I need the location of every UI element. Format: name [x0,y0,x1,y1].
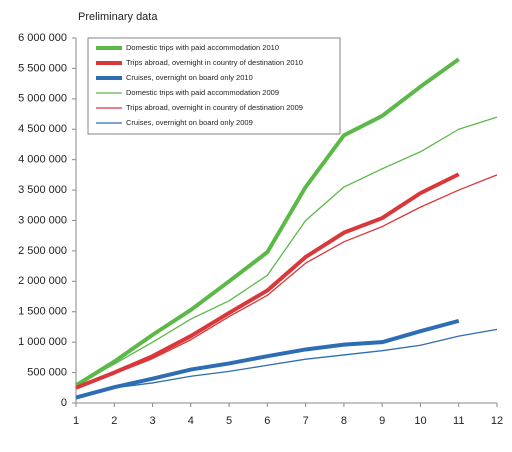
y-tick-label: 5 000 000 [18,93,67,105]
chart-title: Preliminary data [78,11,158,23]
y-tick-label: 0 [61,397,67,409]
x-tick-label: 1 [73,415,79,427]
series-line [75,174,498,389]
x-tick-label: 11 [453,415,464,427]
y-tick-label: 3 500 000 [18,184,67,196]
series-line [75,116,498,386]
y-tick-label: 4 500 000 [18,123,67,135]
legend-label: Trips abroad, overnight in country of de… [126,103,303,112]
x-tick-label: 10 [414,415,426,427]
x-tick-label: 9 [379,415,385,427]
x-tick-label: 6 [264,415,270,427]
series-line [75,318,460,400]
y-tick-label: 1 000 000 [18,336,67,348]
y-tick-label: 2 500 000 [18,245,67,257]
series-line [75,328,498,399]
x-tick-label: 7 [303,415,309,427]
y-tick-label: 500 000 [27,366,67,378]
y-tick-label: 5 500 000 [18,62,67,74]
x-tick-label: 2 [111,415,117,427]
x-tick-label: 12 [491,415,503,427]
legend-box [87,37,341,135]
y-tick-label: 1 500 000 [18,306,67,318]
legend-label: Domestic trips with paid accommodation 2… [126,88,279,97]
y-tick-label: 4 000 000 [18,154,67,166]
legend-label: Cruises, overnight on board only 2010 [126,73,253,82]
series-line [74,57,460,388]
series-line [75,172,460,390]
x-tick-label: 4 [188,415,194,427]
y-tick-label: 3 000 000 [18,214,67,226]
x-tick-label: 3 [149,415,155,427]
legend-label: Trips abroad, overnight in country of de… [126,58,303,67]
legend-label: Cruises, overnight on board only 2009 [126,118,253,127]
x-tick-label: 8 [341,415,347,427]
x-tick-label: 5 [226,415,232,427]
y-tick-label: 6 000 000 [18,32,67,44]
legend-label: Domestic trips with paid accommodation 2… [126,43,279,52]
y-tick-label: 2 000 000 [18,275,67,287]
